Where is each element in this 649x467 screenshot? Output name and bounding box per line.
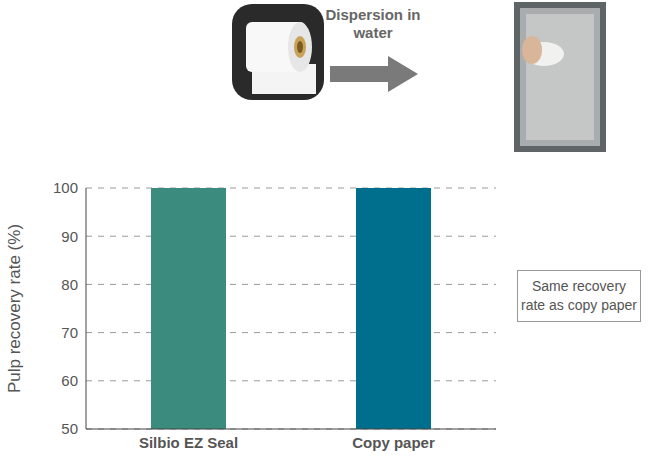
svg-text:80: 80 bbox=[61, 276, 78, 293]
svg-text:70: 70 bbox=[61, 324, 78, 341]
svg-text:90: 90 bbox=[61, 228, 78, 245]
svg-text:100: 100 bbox=[53, 179, 78, 196]
svg-text:Silbio EZ Seal: Silbio EZ Seal bbox=[139, 434, 238, 451]
svg-text:50: 50 bbox=[61, 420, 78, 437]
svg-text:60: 60 bbox=[61, 372, 78, 389]
svg-text:Pulp recovery rate (%): Pulp recovery rate (%) bbox=[5, 224, 24, 393]
html-text:Same recovery rate as copy pap: Same recovery rate as copy paper bbox=[521, 278, 637, 313]
html-text:Dispersion in water: Dispersion in water bbox=[325, 6, 421, 41]
svg-text:Copy paper: Copy paper bbox=[352, 434, 435, 451]
